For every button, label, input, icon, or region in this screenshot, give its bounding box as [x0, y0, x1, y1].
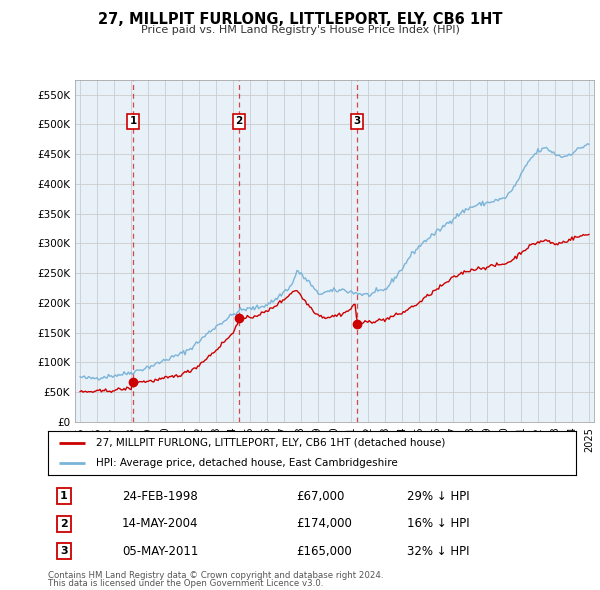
Text: 2: 2 [235, 116, 242, 126]
Text: £165,000: £165,000 [296, 545, 352, 558]
Text: This data is licensed under the Open Government Licence v3.0.: This data is licensed under the Open Gov… [48, 579, 323, 588]
Text: 27, MILLPIT FURLONG, LITTLEPORT, ELY, CB6 1HT (detached house): 27, MILLPIT FURLONG, LITTLEPORT, ELY, CB… [95, 438, 445, 448]
Text: 24-FEB-1998: 24-FEB-1998 [122, 490, 197, 503]
Text: 3: 3 [353, 116, 361, 126]
Text: 1: 1 [60, 491, 68, 502]
Text: 1: 1 [130, 116, 137, 126]
Text: 29% ↓ HPI: 29% ↓ HPI [407, 490, 470, 503]
Text: 05-MAY-2011: 05-MAY-2011 [122, 545, 198, 558]
Text: HPI: Average price, detached house, East Cambridgeshire: HPI: Average price, detached house, East… [95, 458, 397, 468]
Text: 16% ↓ HPI: 16% ↓ HPI [407, 517, 470, 530]
Text: 2: 2 [60, 519, 68, 529]
Text: 32% ↓ HPI: 32% ↓ HPI [407, 545, 470, 558]
Text: £67,000: £67,000 [296, 490, 344, 503]
Text: Contains HM Land Registry data © Crown copyright and database right 2024.: Contains HM Land Registry data © Crown c… [48, 571, 383, 579]
Text: £174,000: £174,000 [296, 517, 352, 530]
Text: Price paid vs. HM Land Registry's House Price Index (HPI): Price paid vs. HM Land Registry's House … [140, 25, 460, 35]
Text: 3: 3 [60, 546, 68, 556]
Text: 14-MAY-2004: 14-MAY-2004 [122, 517, 199, 530]
Text: 27, MILLPIT FURLONG, LITTLEPORT, ELY, CB6 1HT: 27, MILLPIT FURLONG, LITTLEPORT, ELY, CB… [98, 12, 502, 27]
